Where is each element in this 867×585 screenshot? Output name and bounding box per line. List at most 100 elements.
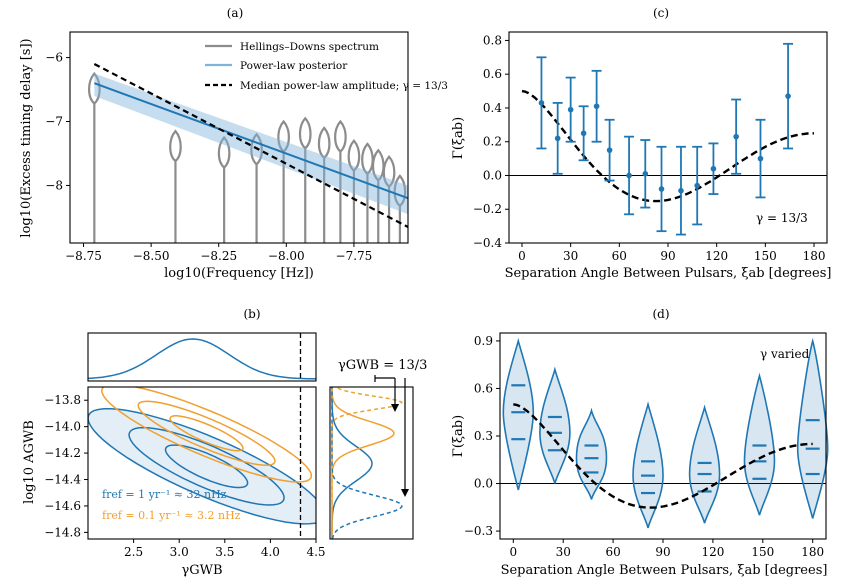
marginal-amp-32nhz-curve <box>331 387 373 539</box>
panel-a-legend: Hellings–Downs spectrum Power-law poster… <box>205 41 448 92</box>
panel-a-ylabel: log10(Excess timing delay [s]) <box>19 38 34 237</box>
panel-a-frame <box>69 31 409 244</box>
panel-a-xtick-label: −7.75 <box>336 249 373 263</box>
panel-label-b: (b) <box>243 307 260 321</box>
panel-b-xtick-label: 2.5 <box>124 545 143 559</box>
data-point <box>658 186 665 192</box>
panel-label-c: (c) <box>653 6 669 20</box>
hd-curve <box>521 89 814 203</box>
panel-d-xtick-label: 0 <box>509 545 517 559</box>
hd-spectrum-violin <box>298 116 312 243</box>
panel-b-gamma-annotation: γGWB = 13/3 <box>338 358 427 373</box>
hd-spectrum-violin <box>87 71 101 243</box>
hd-spectrum-violin <box>382 154 396 243</box>
panel-c-xlabel: Separation Angle Between Pulsars, ξab [d… <box>505 266 832 281</box>
data-point <box>626 172 632 179</box>
hd-spectrum-violin <box>217 135 231 243</box>
panel-d-xtick-label: 60 <box>605 545 620 559</box>
panel-b-xtick-label: 3.0 <box>170 545 189 559</box>
gamma-varied-violin <box>575 407 608 500</box>
data-point <box>593 103 600 110</box>
data-point <box>678 187 684 194</box>
data-point <box>642 170 649 177</box>
hd-spectrum-violin <box>361 142 374 243</box>
hd-spectrum-violin <box>334 119 347 243</box>
legend-label-powerlaw-posterior: Power-law posterior <box>240 60 348 72</box>
data-point <box>554 135 561 142</box>
panel-a-inner <box>87 62 408 243</box>
panel-c-ytick-label: 0.8 <box>483 33 502 47</box>
powerlaw-posterior-band <box>94 73 408 215</box>
panel-a-xlabel: log10(Frequency [Hz]) <box>164 266 314 281</box>
gamma-varied-violin <box>502 337 535 491</box>
data-point <box>733 133 739 140</box>
panel-c-xtick-label: 90 <box>660 249 675 263</box>
gamma-varied-violin <box>632 401 664 529</box>
panel-c-ylabel: Γ(ξab) <box>451 117 466 159</box>
panel-c-ytick-label: 0.2 <box>483 135 502 149</box>
panel-b-xlabel: γGWB <box>181 563 222 578</box>
gamma-varied-violin <box>688 404 721 524</box>
panel-b-ytick-label: −14.6 <box>44 499 81 513</box>
panel-d-xtick-label: 180 <box>801 545 824 559</box>
panel-b-ytick-label: −13.8 <box>44 393 81 407</box>
panel-b-xtick-label: 4.0 <box>261 545 280 559</box>
contour-32nhz-level-3 <box>88 407 316 525</box>
data-point <box>710 165 717 172</box>
panel-b-joint-frame <box>87 386 317 540</box>
panel-b-xtick-label: 4.5 <box>306 545 325 559</box>
panel-a-xtick-label: −8.00 <box>268 249 305 263</box>
hd-spectrum-violin <box>347 139 361 243</box>
data-point <box>567 106 574 113</box>
panel-c-ytick-label: 0.6 <box>483 67 502 81</box>
panel-b-inner <box>88 387 316 539</box>
annotation-arrowhead-upper <box>391 404 399 412</box>
panel-b-ytick-label: −14.8 <box>44 525 81 539</box>
data-point <box>580 130 587 137</box>
panel-c-xtick-label: 150 <box>754 249 777 263</box>
panel-b-legend-3nhz: fref = 0.1 yr⁻¹ ≈ 3.2 nHz <box>102 509 241 522</box>
panel-d-xtick-label: 90 <box>655 545 670 559</box>
panel-d-ylabel: Γ(ξab) <box>451 415 466 457</box>
panel-c-ytick-label: −0.4 <box>473 236 503 250</box>
panel-c-frame <box>508 31 828 244</box>
panel-c-ytick-label: 0.4 <box>483 101 502 115</box>
legend-label-hd-spectrum: Hellings–Downs spectrum <box>240 41 379 53</box>
panel-label-a: (a) <box>227 6 244 20</box>
panel-d-xtick-label: 30 <box>556 545 571 559</box>
panel-d-xtick-label: 150 <box>751 545 774 559</box>
panel-c-xtick-label: 180 <box>803 249 826 263</box>
panel-a-xtick-label: −8.75 <box>65 249 102 263</box>
panel-d-ytick-label: 0.0 <box>474 477 493 491</box>
marginal-amp-3nhz-fixed-curve <box>331 386 403 539</box>
panel-b-legend-32nhz: fref = 1 yr⁻¹ ≈ 32 nHz <box>102 488 227 501</box>
panel-d-ytick-label: 0.3 <box>474 429 493 443</box>
panel-label-d: (d) <box>652 307 669 321</box>
gamma-varied-violin <box>539 366 571 484</box>
marginal-amp-32nhz-fixed-curve <box>331 387 403 540</box>
panel-c-ytick-label: −0.2 <box>473 202 502 216</box>
panel-c-xtick-label: 60 <box>612 249 627 263</box>
panel-d-xtick-label: 120 <box>701 545 724 559</box>
marginal-amp-3nhz-curve <box>331 386 395 539</box>
data-point <box>538 100 545 106</box>
panel-b-ytick-label: −14.4 <box>44 473 81 487</box>
panel-a-xtick-label: −8.50 <box>133 249 170 263</box>
panel-d-ytick-label: −0.3 <box>464 524 493 538</box>
panel-a-plot: −8.75 −8.50 −8.25 −8.00 −7.75 −6 −7 −8 <box>45 51 408 263</box>
contour-3nhz-level-1 <box>169 415 244 452</box>
legend-label-median-powerlaw: Median power-law amplitude; γ = 13/3 <box>240 80 448 92</box>
hd-spectrum-violin <box>317 126 331 243</box>
annotation-arrowhead-lower <box>401 489 409 497</box>
panel-c-xtick-label: 30 <box>563 249 578 263</box>
panel-a-ytick-label: −7 <box>45 115 63 129</box>
panel-c-annotation: γ = 13/3 <box>756 211 808 225</box>
hd-curve <box>513 403 813 509</box>
data-point <box>785 93 791 99</box>
panel-c-plot: 0 30 60 90 120 150 180 −0.4 −0.2 0.0 0.2 0.4 0.6 0.8 <box>473 33 827 263</box>
hd-spectrum-violin <box>371 148 385 243</box>
contour-3nhz-level-3 <box>100 387 313 483</box>
marginal-gamma-curve <box>87 338 317 380</box>
hd-spectrum-violin <box>393 174 407 243</box>
